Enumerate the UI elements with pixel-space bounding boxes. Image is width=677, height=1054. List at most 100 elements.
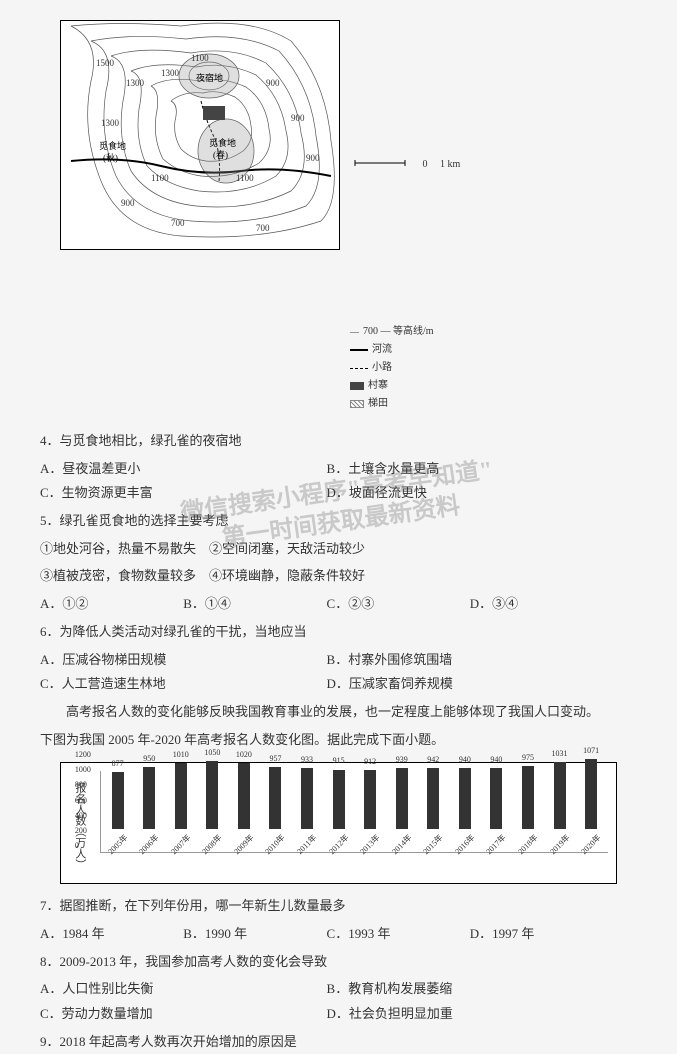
bar-value: 942 (427, 752, 439, 767)
svg-text:1300: 1300 (161, 68, 180, 78)
y-tick: 600 (75, 793, 91, 808)
q5-opt-b: B．①④ (183, 592, 326, 617)
map-scale: 0 1 km (350, 155, 460, 174)
bar-column: 10312019年 (545, 746, 575, 852)
svg-text:夜宿地: 夜宿地 (196, 72, 223, 83)
q7-opt-b: B．1990 年 (183, 922, 326, 947)
q6-stem: 6．为降低人类活动对绿孔雀的干扰，当地应当 (40, 620, 637, 645)
bar-x-label: 2016年 (451, 831, 479, 859)
bar-value: 975 (522, 750, 534, 765)
svg-text:1300: 1300 (101, 118, 120, 128)
q4-stem: 4．与觅食地相比，绿孔雀的夜宿地 (40, 429, 637, 454)
bar-value: 933 (301, 752, 313, 767)
bar (585, 759, 597, 829)
bar-value: 1010 (173, 747, 189, 762)
svg-text:900: 900 (266, 78, 280, 88)
q4-opt-a: A．昼夜温差更小 (40, 457, 327, 482)
map-figure: 1500 1300 1300 1300 1100 1100 1100 900 9… (60, 20, 637, 414)
svg-text:1300: 1300 (126, 78, 145, 88)
legend-river: 河流 (372, 342, 392, 358)
bar-value: 940 (490, 752, 502, 767)
q8-opt-c: C．劳动力数量增加 (40, 1002, 327, 1027)
bar-column: 8772005年 (103, 756, 133, 852)
bar-column: 10202009年 (229, 747, 259, 853)
bar-column: 10102007年 (166, 747, 196, 852)
bar-x-label: 2012年 (325, 831, 353, 859)
q6-opt-a: A．压减谷物梯田规模 (40, 648, 327, 673)
bar-value: 957 (269, 751, 281, 766)
bar (238, 763, 250, 829)
bar-x-label: 2008年 (199, 831, 227, 859)
q7-opt-a: A．1984 年 (40, 922, 183, 947)
y-tick: 0 (75, 838, 91, 853)
y-tick: 200 (75, 823, 91, 838)
svg-text:1100: 1100 (151, 173, 169, 183)
bar-value: 1050 (204, 745, 220, 760)
bar (112, 772, 124, 829)
scale-zero: 0 (423, 159, 428, 170)
legend-path: 小路 (372, 360, 392, 376)
bar-value: 1071 (583, 743, 599, 758)
svg-text:900: 900 (291, 113, 305, 123)
bar-column: 9152012年 (324, 753, 354, 852)
bar-column: 9502006年 (134, 751, 164, 852)
q8-opt-a: A．人口性别比失衡 (40, 977, 327, 1002)
q8-opt-b: B．教育机构发展萎缩 (327, 977, 614, 1002)
bar-value: 940 (459, 752, 471, 767)
bar-value: 950 (143, 751, 155, 766)
q5-i3: ③植被茂密，食物数量较多 (40, 568, 196, 583)
bar-column: 9422015年 (419, 752, 449, 853)
bar-x-label: 2009年 (230, 831, 258, 859)
bar-x-label: 2019年 (546, 831, 574, 859)
q4-opt-c: C．生物资源更丰富 (40, 481, 327, 506)
legend-village: 村寨 (368, 378, 388, 394)
bar (175, 763, 187, 829)
q8-opt-d: D．社会负担明显加重 (327, 1002, 614, 1027)
y-tick: 800 (75, 777, 91, 792)
svg-text:1500: 1500 (96, 58, 115, 68)
bar-x-label: 2011年 (293, 831, 320, 858)
q8-stem: 8．2009-2013 年，我国参加高考人数的变化会导致 (40, 950, 637, 975)
bar (143, 767, 155, 829)
svg-text:(秋): (秋) (103, 152, 118, 163)
q7-opt-c: C．1993 年 (327, 922, 470, 947)
bar-value: 912 (364, 754, 376, 769)
bar (206, 761, 218, 829)
map-legend: —700 — 等高线/m 河流 小路 村寨 梯田 (350, 324, 460, 412)
q6-opt-d: D．压减家畜饲养规模 (327, 672, 614, 697)
bar-value: 1031 (552, 746, 568, 761)
svg-text:700: 700 (171, 218, 185, 228)
q6-opt-c: C．人工营造速生林地 (40, 672, 327, 697)
svg-text:900: 900 (121, 198, 135, 208)
svg-text:觅食地: 觅食地 (99, 140, 126, 151)
q4-opt-d: D．坡面径流更快 (327, 481, 614, 506)
q4-opt-b: B．土壤含水量更高 (327, 457, 614, 482)
bar (427, 768, 439, 829)
bar-column: 10502008年 (198, 745, 228, 853)
svg-text:700: 700 (256, 223, 270, 233)
bar-x-label: 2014年 (388, 831, 416, 859)
y-tick: 1200 (75, 747, 91, 762)
svg-text:1100: 1100 (191, 53, 209, 63)
y-tick: 400 (75, 808, 91, 823)
bar (364, 770, 376, 829)
bar-column: 9402016年 (450, 752, 480, 852)
q5-opt-a: A．①② (40, 592, 183, 617)
bar-column: 9402017年 (482, 752, 512, 852)
bar-column: 9752018年 (513, 750, 543, 853)
bar-x-label: 2006年 (135, 831, 163, 859)
bar-x-label: 2010年 (262, 831, 290, 859)
q6-opt-b: B．村寨外围修筑围墙 (327, 648, 614, 673)
bar-value: 939 (396, 752, 408, 767)
bar (522, 766, 534, 829)
bar-column: 10712020年 (576, 743, 606, 852)
bar-value: 915 (333, 753, 345, 768)
bar (269, 767, 281, 829)
q5-opt-d: D．③④ (470, 592, 613, 617)
q7-opt-d: D．1997 年 (470, 922, 613, 947)
bar-value: 877 (112, 756, 124, 771)
q9-stem: 9．2018 年起高考人数再次开始增加的原因是 (40, 1030, 637, 1054)
bar-column: 9122013年 (355, 754, 385, 853)
map-legend-block: 0 1 km —700 — 等高线/m 河流 小路 村寨 梯田 (350, 20, 460, 414)
bar-chart-box: 报名人数（万人） 020040060080010001200 8772005年9… (60, 762, 617, 884)
